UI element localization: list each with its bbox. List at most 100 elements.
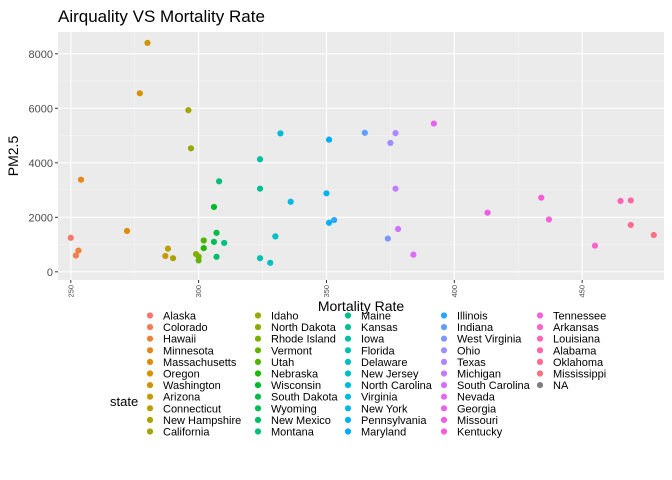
data-point xyxy=(169,255,177,262)
data-point xyxy=(323,190,330,197)
data-point xyxy=(256,255,264,262)
legend-key xyxy=(344,428,352,435)
legend-label: Wisconsin xyxy=(271,380,321,392)
legend-key xyxy=(344,382,352,389)
legend-key xyxy=(440,405,448,412)
y-tick-label: 0 xyxy=(47,267,53,279)
legend-key xyxy=(344,347,352,354)
legend-key xyxy=(254,370,262,377)
data-point xyxy=(164,245,172,252)
legend-label: Kentucky xyxy=(457,427,503,439)
data-point xyxy=(210,238,218,245)
legend-key xyxy=(146,370,154,377)
data-point xyxy=(277,130,284,137)
y-axis-ticks: 0 2000 4000 6000 8000 xyxy=(29,49,58,279)
chart-title: Airquality VS Mortality Rate xyxy=(58,7,265,26)
legend-key xyxy=(254,382,262,389)
legend-key xyxy=(344,405,352,412)
x-tick-label: 250 xyxy=(66,285,75,298)
legend-key xyxy=(254,393,262,400)
data-point xyxy=(410,251,417,258)
data-point xyxy=(162,252,169,260)
data-point xyxy=(387,139,394,147)
legend-label: Oregon xyxy=(163,369,200,381)
legend: AlaskaColoradoHawaiiMinnesotaMassachuset… xyxy=(146,311,606,439)
legend-key xyxy=(146,393,154,400)
data-point xyxy=(256,156,264,163)
legend-label: Kansas xyxy=(361,322,398,334)
data-point xyxy=(392,130,399,137)
legend-label: New Jersey xyxy=(361,369,419,381)
legend-label: Alaska xyxy=(163,311,197,323)
legend-label: Georgia xyxy=(457,403,497,415)
legend-label: West Virginia xyxy=(457,334,522,346)
legend-key xyxy=(146,312,154,319)
legend-label: Indiana xyxy=(457,322,494,334)
legend-label: Texas xyxy=(457,357,486,369)
data-point xyxy=(325,136,333,143)
legend-key xyxy=(536,347,544,354)
legend-key xyxy=(536,370,544,377)
legend-key xyxy=(146,324,154,331)
y-tick-label: 2000 xyxy=(29,212,53,224)
legend-label: Iowa xyxy=(361,334,385,346)
legend-key xyxy=(146,405,154,412)
legend-label: Connecticut xyxy=(163,403,221,415)
legend-key xyxy=(536,335,544,342)
data-point xyxy=(287,198,294,205)
legend-key xyxy=(254,347,262,354)
legend-label: North Carolina xyxy=(361,380,433,392)
legend-key xyxy=(254,428,262,435)
legend-key xyxy=(440,382,448,389)
legend-key xyxy=(254,405,262,412)
y-axis-title: PM2.5 xyxy=(5,136,21,177)
legend-key xyxy=(440,312,448,319)
legend-label: South Dakota xyxy=(271,392,339,404)
legend-label: Missouri xyxy=(457,415,498,427)
legend-label: Nebraska xyxy=(271,369,319,381)
legend-label: Minnesota xyxy=(163,345,215,357)
legend-key xyxy=(440,416,448,423)
data-point xyxy=(545,216,553,223)
x-axis-ticks: 250 300 350 400 450 xyxy=(66,280,587,298)
data-point xyxy=(272,233,279,240)
data-point xyxy=(213,253,220,260)
legend-key xyxy=(146,416,154,423)
legend-key xyxy=(440,358,448,365)
legend-key xyxy=(254,324,262,331)
legend-key xyxy=(146,358,154,365)
data-point xyxy=(221,239,228,247)
legend-key xyxy=(344,324,352,331)
legend-key xyxy=(344,370,352,377)
legend-label: Massachusetts xyxy=(163,357,237,369)
legend-label: New Mexico xyxy=(271,415,331,427)
legend-label: Arizona xyxy=(163,392,201,404)
x-axis-title: Mortality Rate xyxy=(318,298,405,314)
y-tick-label: 6000 xyxy=(29,103,53,115)
data-point xyxy=(144,39,151,47)
data-point xyxy=(325,219,333,226)
legend-label: California xyxy=(163,427,210,439)
legend-label: Alabama xyxy=(553,345,597,357)
legend-label: Delaware xyxy=(361,357,407,369)
legend-label: Maryland xyxy=(361,427,406,439)
legend-label: Idaho xyxy=(271,311,299,323)
legend-label: Ohio xyxy=(457,345,480,357)
legend-label: Utah xyxy=(271,357,294,369)
data-points xyxy=(67,39,657,266)
legend-label: New York xyxy=(361,403,408,415)
legend-label: Florida xyxy=(361,345,396,357)
legend-label: Mississippi xyxy=(553,369,606,381)
legend-key xyxy=(440,347,448,354)
legend-label: Illinois xyxy=(457,311,488,323)
legend-label: Colorado xyxy=(163,322,208,334)
data-point xyxy=(627,197,634,204)
x-tick-label: 450 xyxy=(578,285,587,298)
legend-label: Hawaii xyxy=(163,334,196,346)
legend-label: Vermont xyxy=(271,345,312,357)
data-point xyxy=(331,216,338,224)
legend-label: Wyoming xyxy=(271,403,317,415)
x-tick-label: 350 xyxy=(322,285,331,298)
legend-title: state xyxy=(110,394,138,409)
data-point xyxy=(72,252,79,259)
